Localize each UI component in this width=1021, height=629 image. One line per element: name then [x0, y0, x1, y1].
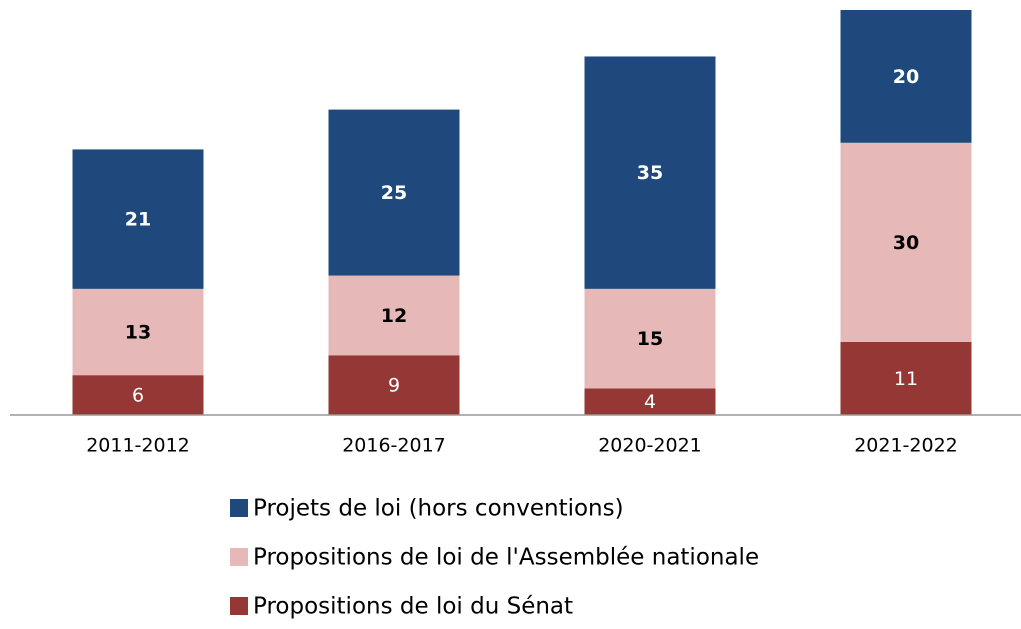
data-label: 15 [637, 328, 663, 350]
data-label: 35 [637, 162, 663, 184]
legend-label: Propositions de loi du Sénat [253, 594, 573, 620]
data-label: 20 [893, 66, 919, 88]
bar-segment [328, 355, 460, 415]
bar-segment [328, 109, 460, 276]
bar-segment [584, 388, 716, 415]
data-label: 21 [125, 209, 151, 231]
legend-swatch [230, 597, 248, 615]
data-label: 25 [381, 182, 407, 204]
data-label: 13 [125, 322, 151, 344]
data-label: 4 [644, 391, 656, 413]
legend-swatch [230, 499, 248, 517]
bar-segment [840, 142, 972, 342]
bar-segment [72, 288, 204, 376]
legend-swatch [230, 548, 248, 566]
x-tick-label: 2021-2022 [854, 435, 958, 457]
data-label: 6 [132, 385, 144, 407]
data-label: 9 [388, 375, 400, 397]
x-tick-label: 2011-2012 [86, 435, 190, 457]
bar-segment [72, 149, 204, 289]
bar-segment [584, 288, 716, 389]
bar-segment [584, 56, 716, 289]
bar-segment [72, 375, 204, 415]
legend-label: Projets de loi (hors conventions) [253, 496, 624, 522]
data-label: 30 [893, 232, 919, 254]
bar-segment [840, 341, 972, 415]
bar-segment [328, 275, 460, 356]
x-tick-label: 2020-2021 [598, 435, 702, 457]
data-label: 12 [381, 305, 407, 327]
bar-segment [840, 10, 972, 143]
legend-label: Propositions de loi de l'Assemblée natio… [253, 545, 759, 571]
data-label: 11 [894, 368, 918, 390]
x-tick-label: 2016-2017 [342, 435, 446, 457]
